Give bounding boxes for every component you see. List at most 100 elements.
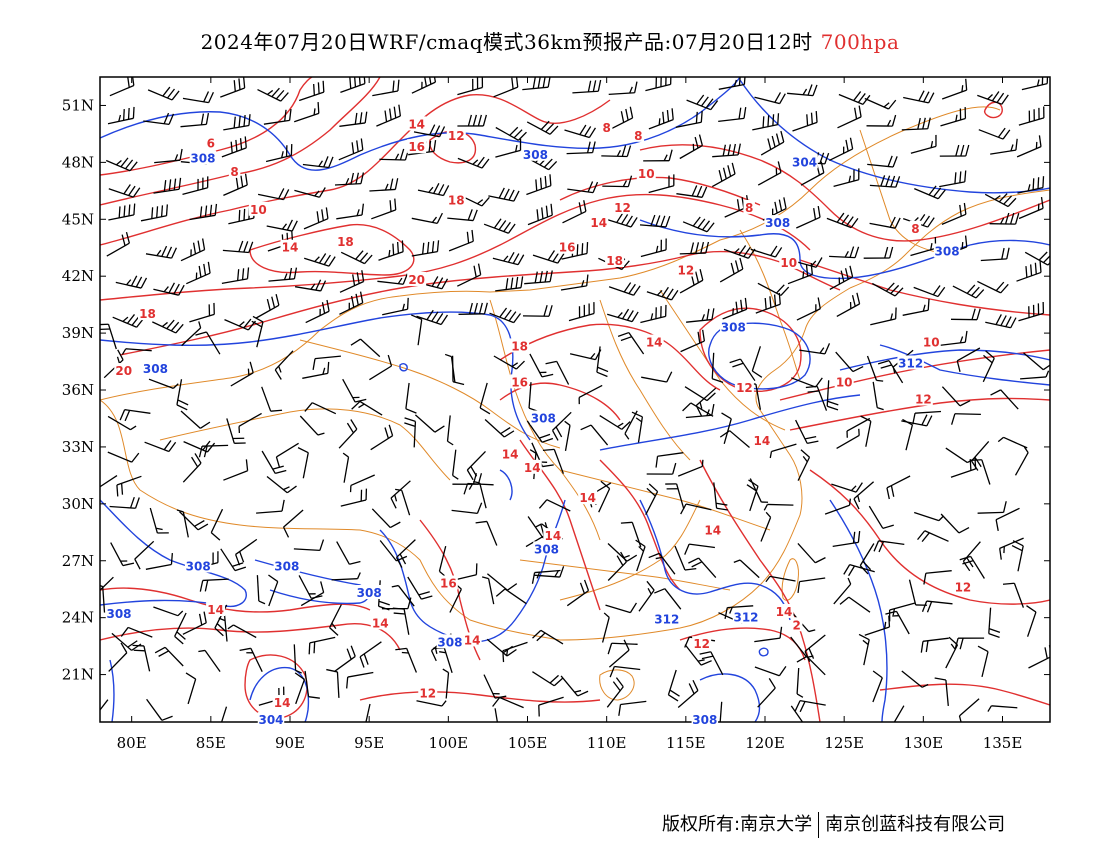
temperature-contour xyxy=(119,250,841,356)
title-main: 2024年07月20日WRF/cmaq模式36km预报产品:07月20日12时 xyxy=(200,30,813,54)
lat-tick-label: 33N xyxy=(62,438,94,456)
wind-barb xyxy=(532,250,565,264)
wind-barb xyxy=(679,134,703,160)
temperature-label: 2 xyxy=(792,618,800,632)
temperature-label: 14 xyxy=(372,616,389,630)
wind-barb xyxy=(609,665,641,678)
wind-barb xyxy=(826,380,839,411)
wind-barb xyxy=(532,629,564,645)
temperature-contour xyxy=(809,469,1050,605)
wind-barb xyxy=(939,330,968,347)
height-label-bg xyxy=(257,712,285,727)
wind-barb xyxy=(912,410,942,425)
wind-barb xyxy=(107,415,137,431)
wind-barb xyxy=(990,389,1019,410)
wind-barb xyxy=(655,452,684,468)
wind-barb xyxy=(492,696,524,709)
temperature-label-bg xyxy=(272,695,292,710)
temperature-contour xyxy=(639,144,1050,242)
wind-barb xyxy=(667,669,680,702)
lon-tick-label: 115E xyxy=(666,734,706,752)
temperature-contour xyxy=(799,259,1050,316)
wind-barb xyxy=(769,443,797,459)
temperature-label-bg xyxy=(613,199,632,214)
wind-barb xyxy=(302,156,334,169)
wind-barb xyxy=(836,428,860,449)
wind-barb xyxy=(351,400,383,416)
wind-barb xyxy=(760,511,772,542)
wind-barb xyxy=(110,542,135,567)
wind-barb xyxy=(180,410,211,429)
wind-barb xyxy=(1018,301,1045,322)
wind-barb xyxy=(654,588,682,610)
wind-barb xyxy=(438,545,447,577)
wind-barb xyxy=(598,480,611,513)
wind-barb xyxy=(940,107,967,127)
wind-barb xyxy=(339,291,364,315)
wind-barb xyxy=(679,241,710,255)
wind-barb xyxy=(713,482,728,511)
wind-barb xyxy=(995,507,1020,531)
wind-barb xyxy=(538,499,571,512)
wind-barb xyxy=(522,305,553,317)
wind-barb xyxy=(297,447,309,479)
wind-barb xyxy=(567,181,599,194)
wind-barb xyxy=(299,415,325,436)
lat-tick-label: 51N xyxy=(62,96,94,114)
wind-barb xyxy=(859,543,875,575)
height-contour xyxy=(399,363,408,372)
temperature-contour xyxy=(359,691,601,703)
wind-barb xyxy=(116,475,142,497)
wind-barb xyxy=(199,578,229,592)
height-label-bg xyxy=(142,361,169,376)
wind-barb xyxy=(853,481,875,510)
wind-barb xyxy=(148,378,179,389)
province-border xyxy=(739,229,801,381)
temperature-label: 16 xyxy=(559,241,576,255)
wind-barb xyxy=(680,329,706,353)
temperature-label-bg xyxy=(335,234,355,249)
wind-barb xyxy=(751,346,763,378)
temperature-label: 18 xyxy=(337,235,354,249)
wind-barb xyxy=(448,229,474,252)
wind-barb xyxy=(602,175,633,188)
wind-barb xyxy=(580,424,609,446)
wind-barb xyxy=(154,646,184,667)
wind-barb xyxy=(524,270,553,285)
height-label: 308 xyxy=(523,148,548,162)
wind-barb xyxy=(120,626,153,638)
wind-barb xyxy=(599,415,631,430)
wind-barb xyxy=(372,79,400,97)
wind-barb xyxy=(945,447,974,464)
wind-barb xyxy=(261,386,283,412)
wind-barb xyxy=(568,302,595,322)
wind-barb xyxy=(608,639,630,668)
wind-barb xyxy=(1014,446,1029,476)
wind-barb xyxy=(100,583,106,613)
temperature-label: 10 xyxy=(638,167,655,181)
wind-barb xyxy=(562,200,587,224)
wind-barb xyxy=(754,626,783,643)
wind-barb xyxy=(941,202,967,225)
wind-barb xyxy=(757,161,782,186)
wind-barb xyxy=(379,148,410,161)
height-contour xyxy=(639,499,791,621)
wind-barb xyxy=(529,353,554,378)
wind-barb xyxy=(532,671,564,687)
wind-barb xyxy=(675,110,703,128)
temperature-label-bg xyxy=(953,579,973,594)
wind-barb xyxy=(268,267,298,282)
temperature-label: 12 xyxy=(955,580,972,594)
wind-barb xyxy=(304,402,337,415)
wind-barb xyxy=(346,671,374,689)
wind-barb xyxy=(390,480,411,509)
wind-barb xyxy=(606,212,638,228)
wind-barb xyxy=(624,410,638,440)
temperature-label: 14 xyxy=(646,336,663,350)
wind-barb xyxy=(838,91,871,105)
wind-barb xyxy=(265,144,293,163)
wind-barb xyxy=(502,641,528,663)
province-border xyxy=(299,339,561,449)
wind-barb xyxy=(261,450,287,475)
wind-barb xyxy=(757,678,776,708)
